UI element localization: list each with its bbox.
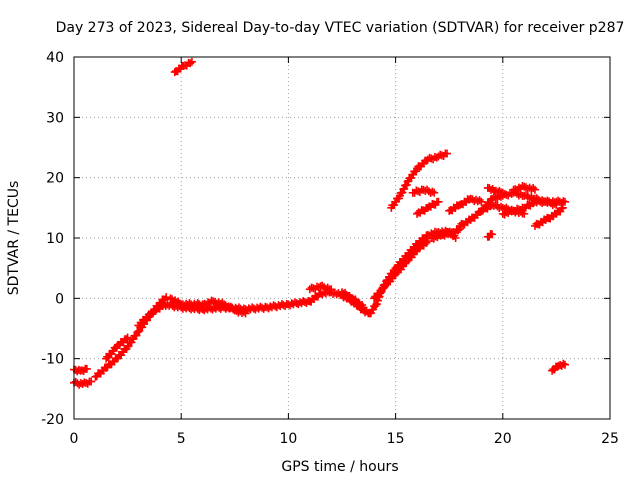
data-point xyxy=(186,59,195,68)
tick-labels: 0 5 10 15 20 25 -20 -10 0 10 20 30 40 xyxy=(41,50,619,447)
y-tick-label: 30 xyxy=(46,110,64,126)
series-arc-h xyxy=(338,288,368,312)
x-tick-label: 25 xyxy=(601,431,619,447)
x-axis-label: GPS time / hours xyxy=(281,459,398,475)
series-arc-t xyxy=(498,206,529,219)
axis-ticks xyxy=(73,56,611,420)
data-point xyxy=(239,307,248,316)
series-arc-v xyxy=(530,203,567,230)
data-point xyxy=(529,184,538,193)
y-tick-label: 10 xyxy=(46,231,64,247)
data-point xyxy=(82,364,91,373)
data-point xyxy=(552,200,561,209)
series-arc-w xyxy=(483,229,497,241)
chart-title: Day 273 of 2023, Sidereal Day-to-day VTE… xyxy=(56,20,625,36)
data-point xyxy=(423,237,432,246)
series-arc-p xyxy=(445,194,486,215)
x-tick-label: 0 xyxy=(70,431,79,447)
series-arc-f xyxy=(166,294,250,318)
series-arc-l xyxy=(387,149,452,212)
data-point xyxy=(454,226,463,235)
data-point xyxy=(559,359,568,368)
data-point xyxy=(428,187,437,196)
y-tick-label: -10 xyxy=(41,352,64,368)
data-point xyxy=(327,285,336,294)
data-point xyxy=(475,196,484,205)
y-tick-label: 40 xyxy=(46,50,64,66)
data-point xyxy=(560,197,569,206)
data-point xyxy=(434,197,443,206)
data-point xyxy=(162,293,171,302)
data-points xyxy=(70,57,569,389)
x-tick-label: 5 xyxy=(177,431,186,447)
data-point xyxy=(430,188,439,197)
series-arc-a xyxy=(70,364,91,376)
y-tick-label: 20 xyxy=(46,171,64,187)
x-tick-label: 15 xyxy=(387,431,405,447)
series-arc-k xyxy=(170,57,196,77)
y-tick-label: -20 xyxy=(41,412,64,428)
data-point xyxy=(520,209,529,218)
data-point xyxy=(359,303,368,312)
data-point xyxy=(443,149,452,158)
data-point xyxy=(371,301,380,310)
series-arc-s xyxy=(483,183,507,197)
data-point xyxy=(122,335,131,344)
data-point xyxy=(241,309,250,318)
data-point xyxy=(550,199,559,208)
data-point xyxy=(123,333,132,342)
data-point xyxy=(187,57,196,66)
data-point xyxy=(530,185,539,194)
series-arc-m xyxy=(408,185,439,197)
data-point xyxy=(558,203,567,212)
x-tick-label: 20 xyxy=(494,431,512,447)
series-arc-d xyxy=(102,333,132,363)
series-arc-g xyxy=(305,281,336,294)
series-arc-x xyxy=(548,359,569,375)
y-axis-label: SDTVAR / TECUs xyxy=(6,181,22,296)
data-point xyxy=(498,188,507,197)
series-arc-u xyxy=(509,182,539,194)
data-point xyxy=(422,238,431,247)
series-arc-i xyxy=(370,237,432,303)
series-arc-n xyxy=(413,197,443,218)
x-tick-label: 10 xyxy=(279,431,297,447)
data-point xyxy=(488,230,497,239)
data-point xyxy=(560,360,569,369)
data-point xyxy=(323,283,332,292)
y-tick-label: 0 xyxy=(55,291,64,307)
data-point xyxy=(87,377,96,386)
